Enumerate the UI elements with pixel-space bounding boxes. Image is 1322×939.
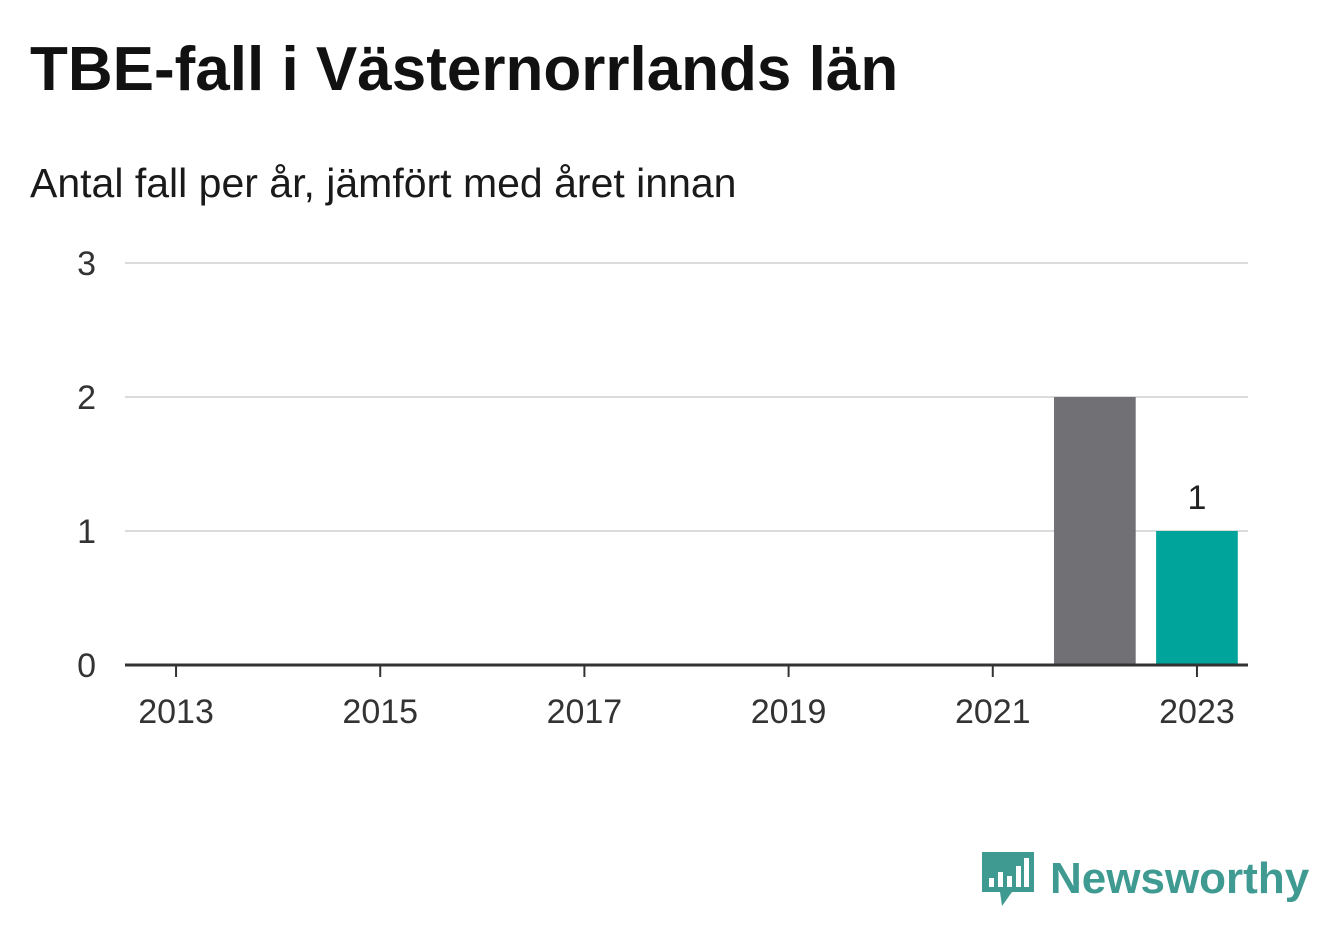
- chart-subtitle: Antal fall per år, jämfört med året inna…: [30, 160, 737, 206]
- x-tick-label-2015: 2015: [342, 693, 418, 731]
- bar-chart: 0 1 2 3 1 2013 2015 2017 2019 2021 2023: [77, 245, 1248, 731]
- newsworthy-bars-icon: [982, 852, 1034, 906]
- x-tick-label-2017: 2017: [547, 693, 623, 731]
- newsworthy-logo: Newsworthy: [980, 848, 1309, 910]
- chart-title: TBE-fall i Västernorrlands län: [30, 35, 899, 104]
- x-tick-label-2013: 2013: [138, 693, 214, 731]
- y-tick-label-1: 1: [77, 513, 96, 551]
- bar-2022: [1054, 397, 1136, 665]
- bar-2023: [1156, 531, 1238, 665]
- labels: 0 1 2 3 1 2013 2015 2017 2019 2021 2023: [77, 245, 1235, 731]
- y-tick-label-3: 3: [77, 245, 96, 283]
- bar-value-label-2023: 1: [1187, 479, 1206, 517]
- x-tick-label-2019: 2019: [751, 693, 827, 731]
- y-tick-label-2: 2: [77, 379, 96, 417]
- x-tick-label-2021: 2021: [955, 693, 1031, 731]
- brand-name: Newsworthy: [1050, 854, 1310, 903]
- x-tick-label-2023: 2023: [1159, 693, 1235, 731]
- y-tick-label-0: 0: [77, 647, 96, 685]
- bars: [1054, 397, 1238, 665]
- axes: [125, 663, 1248, 677]
